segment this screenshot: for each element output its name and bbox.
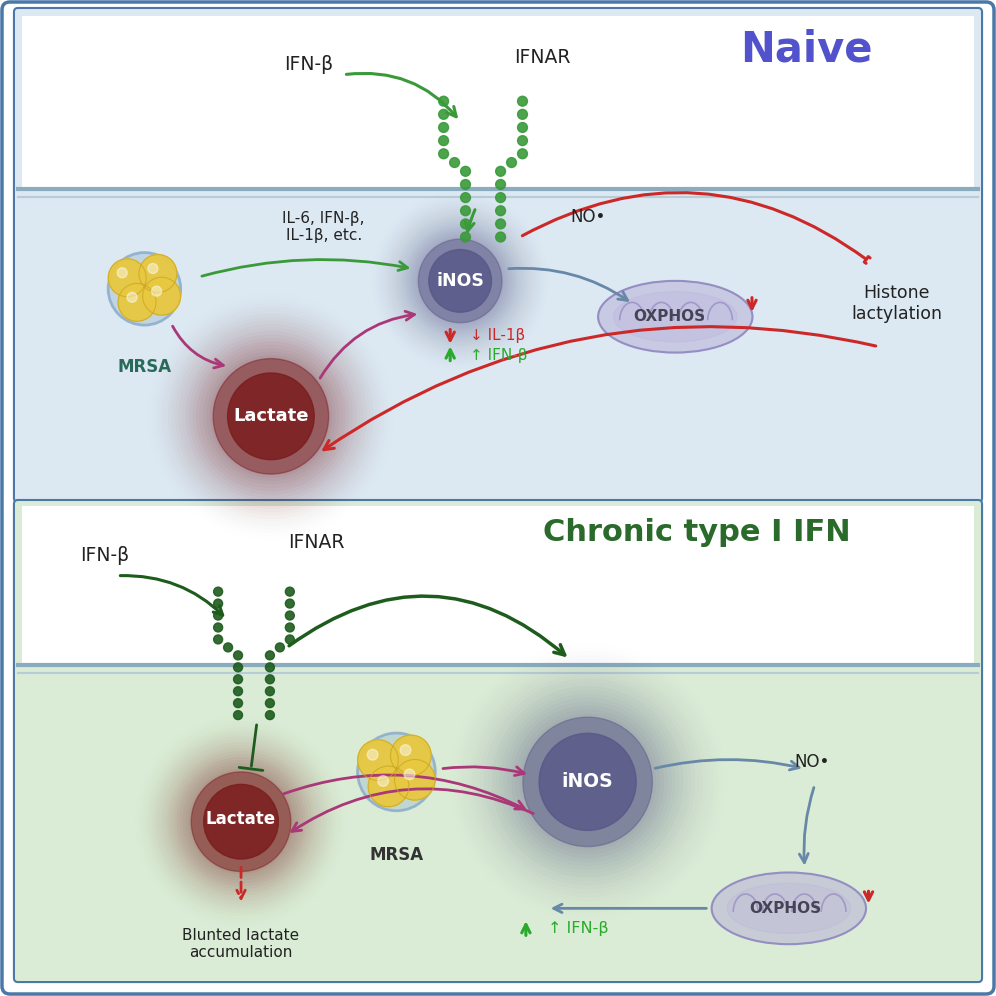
Circle shape — [377, 776, 388, 787]
Circle shape — [233, 699, 243, 707]
Circle shape — [496, 192, 506, 202]
FancyBboxPatch shape — [14, 500, 982, 982]
Text: OXPHOS: OXPHOS — [749, 900, 821, 916]
Circle shape — [147, 264, 158, 274]
Circle shape — [496, 232, 506, 242]
Circle shape — [438, 123, 448, 132]
Circle shape — [213, 599, 222, 608]
Circle shape — [404, 769, 414, 780]
Text: IFN-β: IFN-β — [284, 55, 334, 75]
Text: Chronic type I IFN: Chronic type I IFN — [544, 518, 851, 548]
FancyArrowPatch shape — [522, 192, 871, 263]
FancyArrowPatch shape — [800, 788, 814, 863]
Circle shape — [518, 97, 528, 107]
Circle shape — [539, 733, 636, 831]
Circle shape — [213, 359, 329, 474]
Circle shape — [213, 587, 222, 596]
Text: ↑ IFN-β: ↑ IFN-β — [548, 920, 609, 936]
Circle shape — [265, 663, 275, 671]
Circle shape — [358, 740, 398, 781]
Circle shape — [233, 687, 243, 696]
Ellipse shape — [614, 292, 737, 342]
Circle shape — [109, 259, 146, 297]
Text: IL-6, IFN-β,
IL-1β, etc.: IL-6, IFN-β, IL-1β, etc. — [283, 211, 365, 243]
Circle shape — [394, 760, 435, 800]
Circle shape — [213, 635, 222, 643]
Text: Lactate: Lactate — [233, 407, 309, 425]
Text: IFN-β: IFN-β — [80, 546, 129, 566]
Circle shape — [460, 179, 470, 189]
Circle shape — [286, 587, 295, 596]
Text: Naive: Naive — [740, 29, 873, 71]
Circle shape — [233, 675, 243, 683]
FancyArrowPatch shape — [320, 312, 414, 378]
Circle shape — [265, 687, 275, 696]
Circle shape — [286, 635, 295, 643]
Circle shape — [496, 206, 506, 216]
Circle shape — [518, 110, 528, 120]
Circle shape — [418, 239, 502, 323]
Circle shape — [496, 166, 506, 176]
FancyArrowPatch shape — [289, 596, 565, 655]
Text: OXPHOS: OXPHOS — [633, 309, 705, 325]
Circle shape — [286, 599, 295, 608]
Circle shape — [286, 623, 295, 632]
Text: Lactate: Lactate — [206, 810, 276, 828]
Text: NO•: NO• — [570, 208, 606, 226]
Circle shape — [368, 749, 378, 760]
Circle shape — [213, 611, 222, 620]
Circle shape — [438, 135, 448, 145]
Circle shape — [358, 733, 435, 811]
Text: Blunted lactate
accumulation: Blunted lactate accumulation — [182, 928, 300, 960]
Circle shape — [507, 157, 517, 167]
Circle shape — [496, 219, 506, 229]
Circle shape — [227, 373, 315, 459]
Text: NO•: NO• — [794, 753, 830, 771]
Circle shape — [518, 123, 528, 132]
Circle shape — [518, 148, 528, 158]
FancyArrowPatch shape — [172, 326, 223, 368]
Circle shape — [191, 772, 291, 872]
Text: iNOS: iNOS — [562, 772, 614, 792]
Circle shape — [127, 292, 137, 303]
FancyArrowPatch shape — [347, 74, 456, 117]
Circle shape — [460, 232, 470, 242]
Circle shape — [275, 643, 285, 651]
Circle shape — [460, 166, 470, 176]
Circle shape — [203, 785, 279, 859]
Text: MRSA: MRSA — [118, 358, 171, 375]
Circle shape — [460, 192, 470, 202]
Circle shape — [286, 611, 295, 620]
Circle shape — [139, 255, 177, 293]
Circle shape — [460, 206, 470, 216]
Circle shape — [265, 675, 275, 683]
Circle shape — [390, 735, 431, 776]
Bar — [22, 16, 974, 189]
Circle shape — [400, 745, 411, 755]
FancyArrowPatch shape — [443, 767, 524, 776]
Circle shape — [429, 249, 492, 312]
Circle shape — [496, 179, 506, 189]
Ellipse shape — [727, 883, 851, 933]
Circle shape — [142, 277, 180, 315]
Circle shape — [213, 623, 222, 632]
Text: ↑ IFN-β: ↑ IFN-β — [470, 348, 528, 364]
Text: MRSA: MRSA — [370, 846, 423, 864]
Text: IFNAR: IFNAR — [289, 533, 345, 553]
Circle shape — [460, 219, 470, 229]
Text: ↓ IL-1β: ↓ IL-1β — [470, 328, 525, 344]
Circle shape — [265, 699, 275, 707]
FancyArrowPatch shape — [202, 260, 407, 276]
Circle shape — [265, 651, 275, 659]
FancyArrowPatch shape — [509, 268, 627, 301]
Circle shape — [151, 286, 161, 296]
FancyBboxPatch shape — [14, 8, 982, 502]
FancyArrowPatch shape — [465, 210, 475, 231]
Circle shape — [438, 110, 448, 120]
Ellipse shape — [598, 281, 753, 353]
Circle shape — [109, 253, 180, 325]
Text: Histone
lactylation: Histone lactylation — [851, 285, 942, 323]
Circle shape — [119, 284, 156, 322]
Bar — [22, 506, 974, 665]
